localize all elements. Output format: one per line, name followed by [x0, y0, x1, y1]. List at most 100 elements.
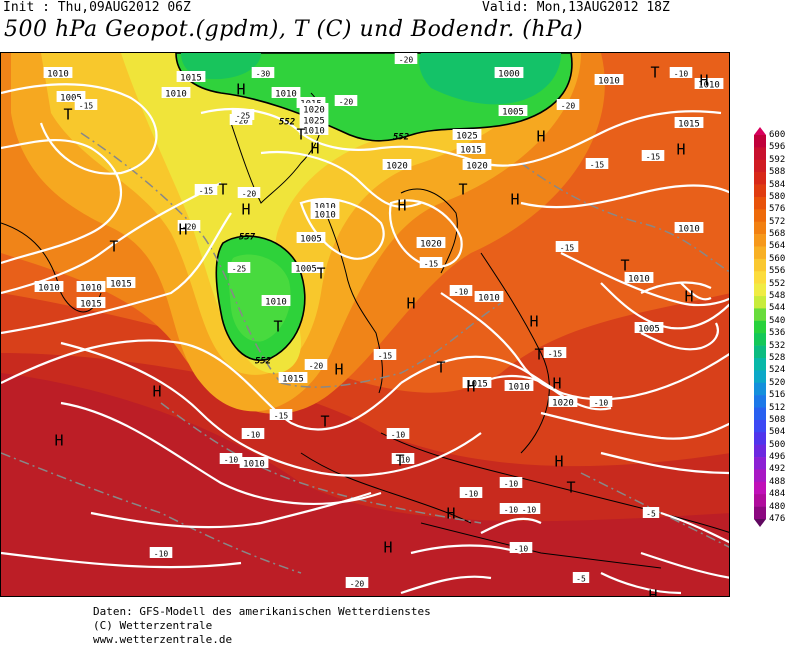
svg-text:1010: 1010: [165, 90, 187, 100]
height-label-group: 557 552 552 552: [239, 118, 409, 367]
colorbar-band: [754, 209, 766, 223]
svg-text:557: 557: [239, 233, 256, 243]
colorbar-band: [754, 469, 766, 483]
temperature-label: -10: [149, 547, 173, 559]
colorbar-band: [754, 506, 766, 520]
colorbar-level-label: 484: [769, 489, 786, 500]
svg-text:H: H: [648, 587, 657, 598]
svg-text:-20: -20: [242, 190, 257, 199]
svg-text:1010: 1010: [275, 90, 297, 100]
isobar-label: 1010: [504, 380, 534, 393]
temperature-label: -20: [394, 53, 418, 65]
footer-website: www.wetterzentrale.de: [93, 633, 233, 646]
colorbar-level-label: 584: [769, 179, 786, 190]
high-pressure-center: H: [406, 295, 415, 313]
svg-text:1015: 1015: [80, 300, 102, 310]
svg-text:T: T: [620, 257, 629, 275]
svg-text:-20: -20: [182, 223, 197, 232]
low-pressure-center: T: [218, 181, 227, 199]
isobar-label: 1010: [694, 78, 724, 91]
svg-text:T: T: [650, 64, 659, 82]
temperature-label: -20: [177, 220, 201, 232]
colorbar-level-label: 548: [769, 291, 786, 302]
colorbar: 600 596 592 588 584 580 576 572 568 564 560 556 552 5…: [752, 127, 790, 527]
svg-text:1015: 1015: [110, 280, 132, 290]
colorbar-scale: [754, 127, 766, 527]
svg-text:1005: 1005: [300, 235, 322, 245]
svg-text:-15: -15: [560, 244, 575, 253]
svg-text:1025: 1025: [456, 132, 478, 142]
isobar-label: 1020: [462, 159, 492, 172]
svg-text:-10: -10: [504, 480, 519, 489]
svg-text:T: T: [218, 181, 227, 199]
high-pressure-center: H: [310, 140, 319, 158]
temperature-label: -15: [585, 158, 609, 170]
svg-text:1010: 1010: [598, 77, 620, 87]
isobar-label: 1010: [271, 87, 301, 100]
svg-text:1015: 1015: [678, 120, 700, 130]
isobar-label: 1010: [474, 291, 504, 304]
colorbar-level-label: 480: [769, 501, 786, 512]
temperature-label: -20: [237, 187, 261, 199]
colorbar-band: [754, 283, 766, 297]
colorbar-band: [754, 221, 766, 235]
svg-text:-10: -10: [674, 70, 689, 79]
temperature-label: -15: [194, 184, 218, 196]
svg-text:1010: 1010: [478, 294, 500, 304]
svg-text:-20: -20: [309, 362, 324, 371]
colorbar-band: [754, 457, 766, 470]
colorbar-level-label: 492: [769, 464, 786, 475]
temp-dashed-lines: [1, 132, 729, 574]
colorbar-level-label: 596: [769, 142, 786, 153]
high-pressure-center: H: [466, 378, 475, 396]
temperature-label: -10: [589, 396, 613, 408]
colorbar-level-label: 488: [769, 476, 786, 487]
temp-label-group: -15-30-20-25-20-20 -20-15 -20-20-15-10-25-…: [74, 53, 693, 589]
colorbar-level-label: 516: [769, 390, 786, 401]
colorbar-level-label: 476: [769, 514, 786, 524]
svg-text:-10: -10: [396, 456, 411, 465]
high-pressure-center: H: [552, 375, 561, 393]
svg-text:1025: 1025: [303, 117, 325, 127]
isobar-label: 1010: [161, 87, 191, 100]
high-pressure-center: H: [699, 72, 708, 90]
svg-text:H: H: [446, 505, 455, 523]
isobar-label: 1015: [456, 143, 486, 156]
svg-text:T: T: [316, 265, 325, 283]
svg-text:1010: 1010: [303, 127, 325, 137]
colorbar-band: [754, 419, 766, 433]
svg-text:552: 552: [393, 133, 409, 143]
high-pressure-center: H: [397, 197, 406, 215]
temperature-label: -10: [517, 503, 541, 515]
high-pressure-center: H: [529, 313, 538, 331]
svg-text:1000: 1000: [498, 70, 520, 80]
geopotential-label: 557: [239, 233, 256, 243]
svg-text:1020: 1020: [552, 399, 574, 409]
svg-text:T: T: [395, 452, 404, 470]
svg-text:1020: 1020: [386, 162, 408, 172]
svg-text:-20: -20: [399, 56, 414, 65]
temperature-label: -10: [459, 487, 483, 499]
svg-text:1010: 1010: [698, 81, 720, 91]
colorbar-level-label: 576: [769, 204, 786, 215]
colorbar-band: [754, 407, 766, 421]
svg-text:1010: 1010: [80, 284, 102, 294]
svg-text:1010: 1010: [628, 275, 650, 285]
svg-text:-20: -20: [561, 102, 576, 111]
svg-text:H: H: [334, 361, 343, 379]
svg-text:1010: 1010: [678, 225, 700, 235]
coastlines: [1, 92, 729, 569]
isobar-label: 1010: [34, 281, 64, 294]
temperature-label: -15: [419, 257, 443, 269]
low-pressure-center: T: [458, 181, 467, 199]
colorbar-band: [754, 135, 766, 148]
temperature-label: -30: [251, 67, 275, 79]
isobar-label: 1010: [310, 200, 340, 213]
high-pressure-center: H: [684, 288, 693, 306]
colorbar-level-label: 504: [769, 427, 786, 438]
svg-text:H: H: [552, 375, 561, 393]
colorbar-band: [754, 357, 766, 371]
pressure-label-group: 1010100510151010101010151020102510101005…: [34, 67, 724, 470]
high-pressure-center: H: [536, 128, 545, 146]
svg-text:H: H: [466, 378, 475, 396]
